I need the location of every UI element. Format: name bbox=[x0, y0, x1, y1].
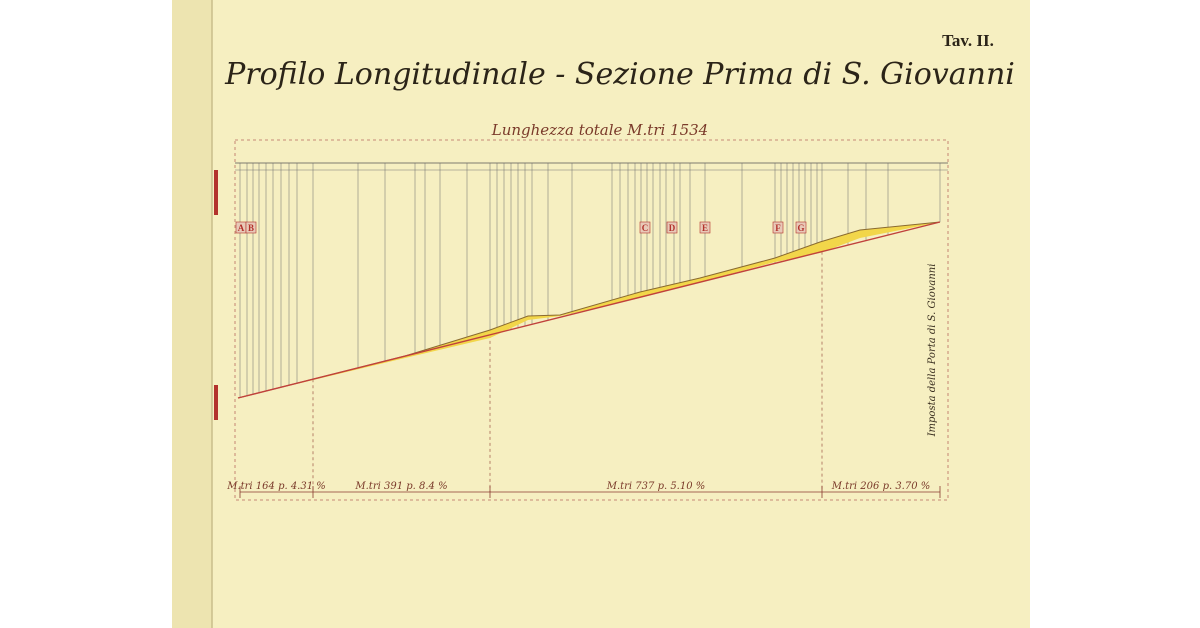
plate-number: Tav. II. bbox=[942, 31, 994, 50]
paper bbox=[172, 0, 1030, 628]
point-marker bbox=[666, 221, 678, 234]
segment-label: M.tri 391 p. 8.4 % bbox=[354, 481, 447, 492]
point-marker bbox=[699, 221, 711, 234]
segment-label: M.tri 206 p. 3.70 % bbox=[831, 481, 931, 492]
point-label: F bbox=[775, 223, 781, 233]
segment-label: M.tri 164 p. 4.31 % bbox=[226, 481, 326, 492]
point-label: D bbox=[669, 223, 676, 233]
subtitle: Lunghezza totale M.tri 1534 bbox=[491, 121, 708, 139]
segments: M.tri 164 p. 4.31 % M.tri 391 p. 8.4 % M.t… bbox=[226, 481, 941, 498]
binding-thread bbox=[214, 385, 218, 420]
point-marker bbox=[639, 221, 651, 234]
segment-label: M.tri 737 p. 5.10 % bbox=[606, 481, 706, 492]
grade-line bbox=[237, 221, 941, 399]
point-marker bbox=[772, 221, 784, 234]
point-marker bbox=[245, 221, 257, 234]
frame bbox=[234, 139, 949, 501]
point-marker bbox=[795, 221, 807, 234]
point-label: E bbox=[702, 223, 708, 233]
terrain-line bbox=[237, 221, 941, 399]
point-label: G bbox=[797, 223, 804, 233]
end-note: Imposta della Porta di S. Giovanni bbox=[927, 264, 938, 438]
point-label: B bbox=[248, 223, 254, 233]
point-label: C bbox=[642, 223, 649, 233]
binding-thread bbox=[214, 170, 218, 215]
station-lines bbox=[239, 163, 941, 492]
title: Profilo Longitudinale - Sezione Prima di… bbox=[224, 57, 1015, 92]
point-label: A bbox=[238, 223, 245, 233]
binding-strip bbox=[172, 0, 212, 628]
